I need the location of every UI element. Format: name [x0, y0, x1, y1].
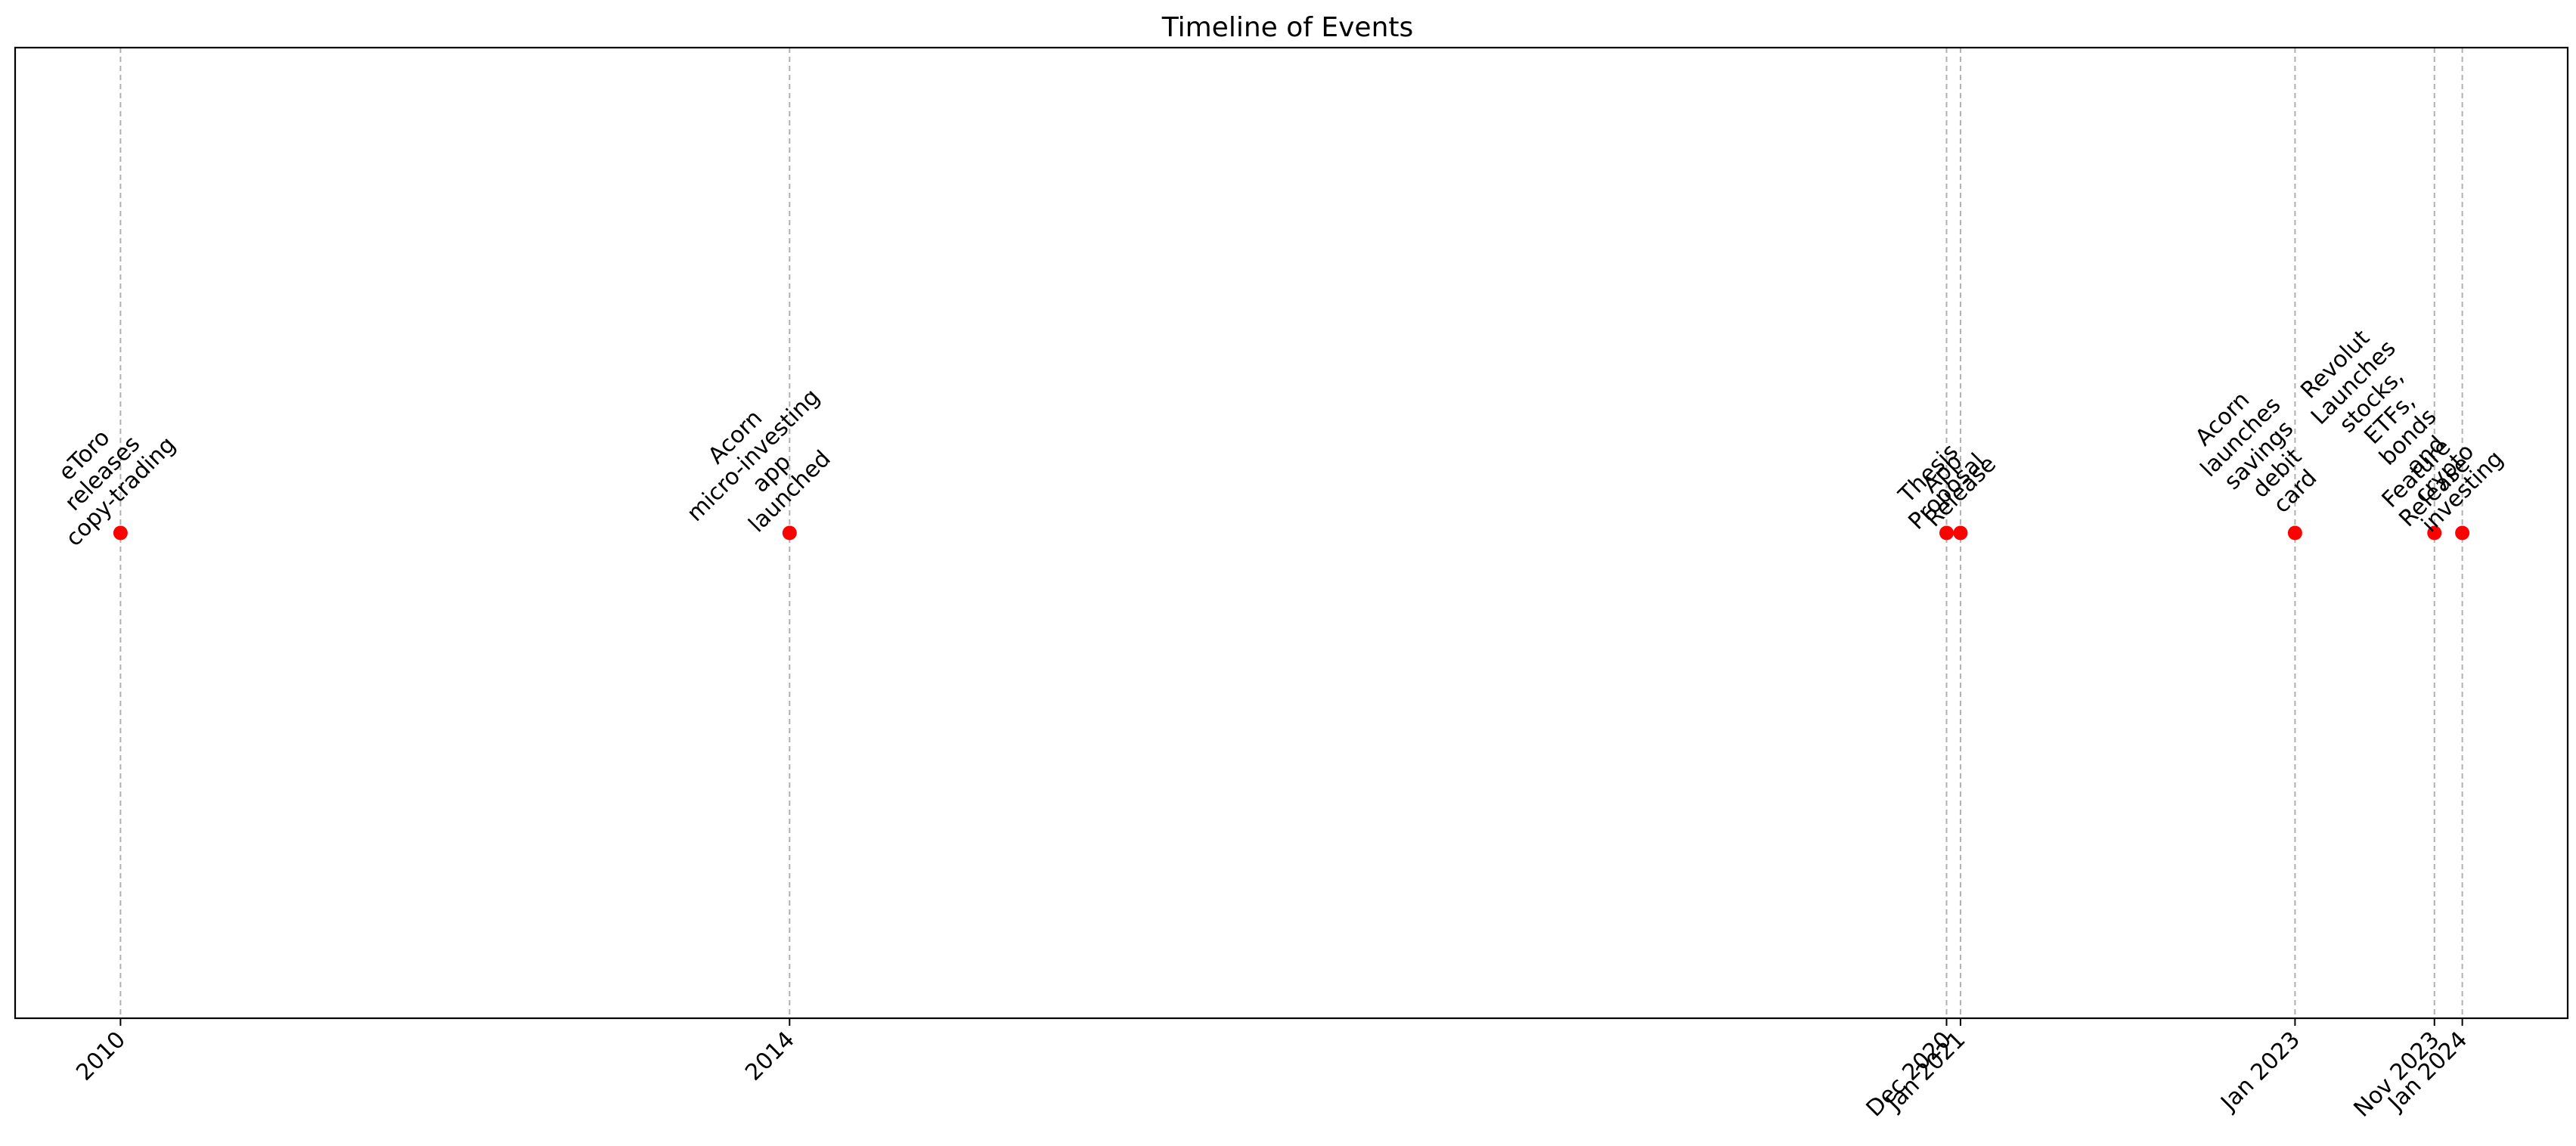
event-point: [1953, 525, 1968, 540]
event-label-line: micro-investing: [682, 384, 825, 527]
event-point: [2427, 525, 2442, 540]
x-axis-ticks: [119, 1018, 2463, 1026]
x-tick-label: 2010: [71, 1027, 131, 1086]
event-label: eTororeleasescopy-trading: [24, 395, 181, 552]
event-points: [113, 525, 2470, 540]
event-label: RevolutLaunchesstocks,ETFs,bondsandcrypt…: [2288, 317, 2510, 539]
event-labels: eTororeleasescopy-trading Acornmicro-inve…: [24, 317, 2510, 563]
x-tick-label: Jan 2023: [2215, 1027, 2305, 1117]
chart-title: Timeline of Events: [1161, 12, 1414, 43]
x-tick-label: 2014: [740, 1027, 800, 1086]
plot-frame: [14, 46, 2569, 1020]
event-point: [2455, 525, 2470, 540]
event-point: [113, 525, 128, 540]
event-vlines: [119, 48, 2463, 1018]
event-point: [1939, 525, 1954, 540]
event-label: Acornmicro-investingapplaunched: [664, 366, 861, 563]
event-point: [782, 525, 797, 540]
event-point: [2287, 525, 2302, 540]
